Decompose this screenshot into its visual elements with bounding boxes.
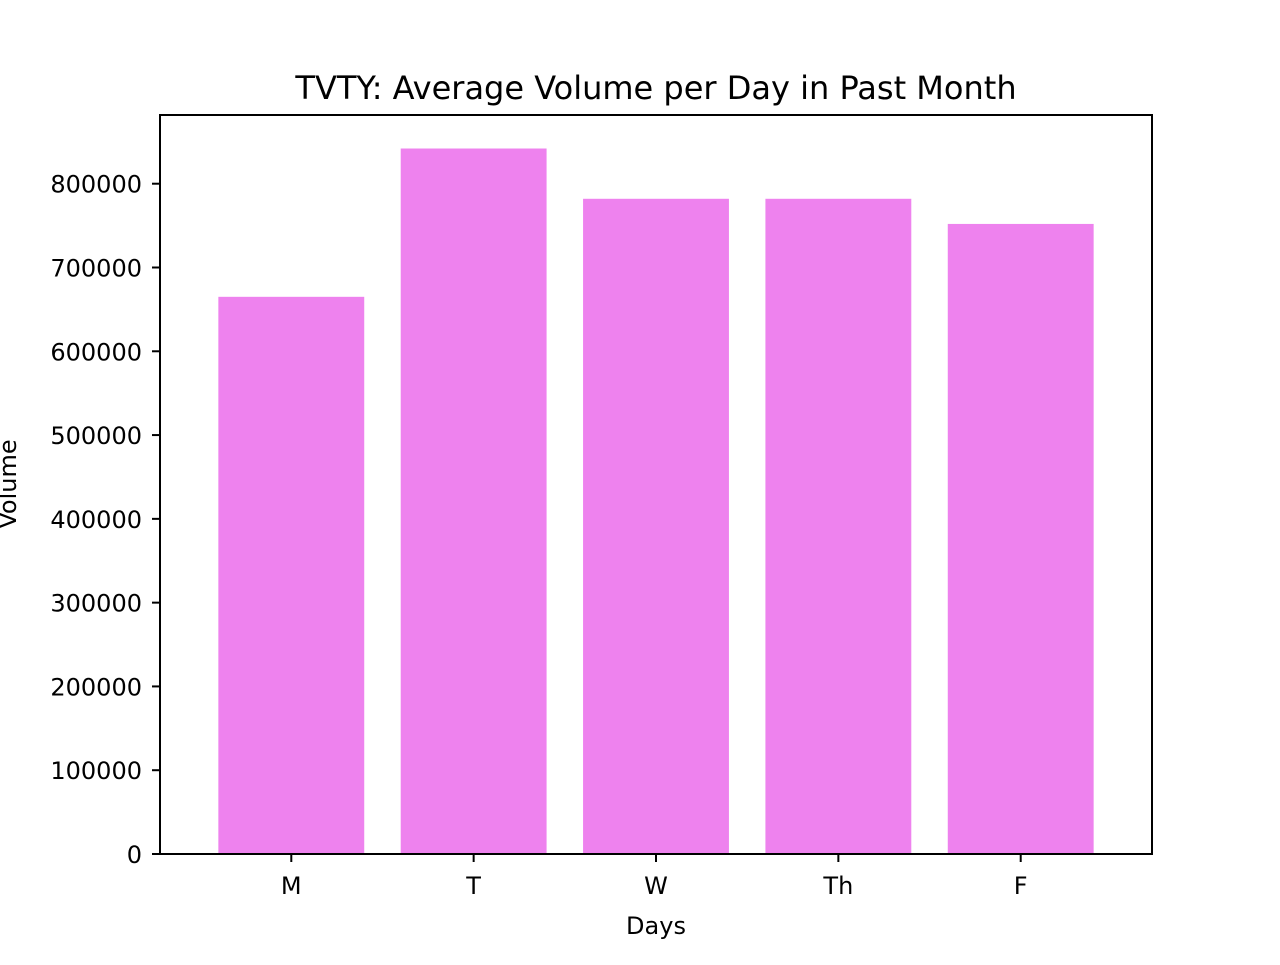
plot-frame <box>159 114 1153 855</box>
y-tick-label: 300000 <box>50 590 142 618</box>
bar-m <box>218 296 365 854</box>
x-tick-label: W <box>644 872 668 900</box>
x-tick-label: T <box>465 872 481 900</box>
y-tick-label: 600000 <box>50 338 142 366</box>
bar-w <box>583 198 729 854</box>
bar-t <box>400 148 547 854</box>
x-tick-label: F <box>1014 872 1028 900</box>
bars-group <box>218 148 1094 854</box>
y-tick-label: 200000 <box>50 673 142 701</box>
x-tick-label: Th <box>822 872 853 900</box>
y-tick-label: 0 <box>127 841 142 869</box>
x-axis-ticks: M T W Th F <box>281 854 1028 900</box>
x-tick-label: M <box>281 872 302 900</box>
y-tick-label: 500000 <box>50 422 142 450</box>
y-tick-label: 100000 <box>50 757 142 785</box>
y-axis-ticks: 0 100000 200000 300000 400000 500000 600000 700… <box>50 171 160 869</box>
chart-title: TVTY: Average Volume per Day in Past Mon… <box>294 69 1016 107</box>
y-tick-label: 400000 <box>50 506 142 534</box>
bar-f <box>947 223 1094 854</box>
x-axis-label: Days <box>626 912 686 940</box>
y-tick-label: 800000 <box>50 171 142 199</box>
y-axis-label: Volume <box>0 439 22 528</box>
y-tick-label: 700000 <box>50 254 142 282</box>
bar-th <box>765 198 912 854</box>
